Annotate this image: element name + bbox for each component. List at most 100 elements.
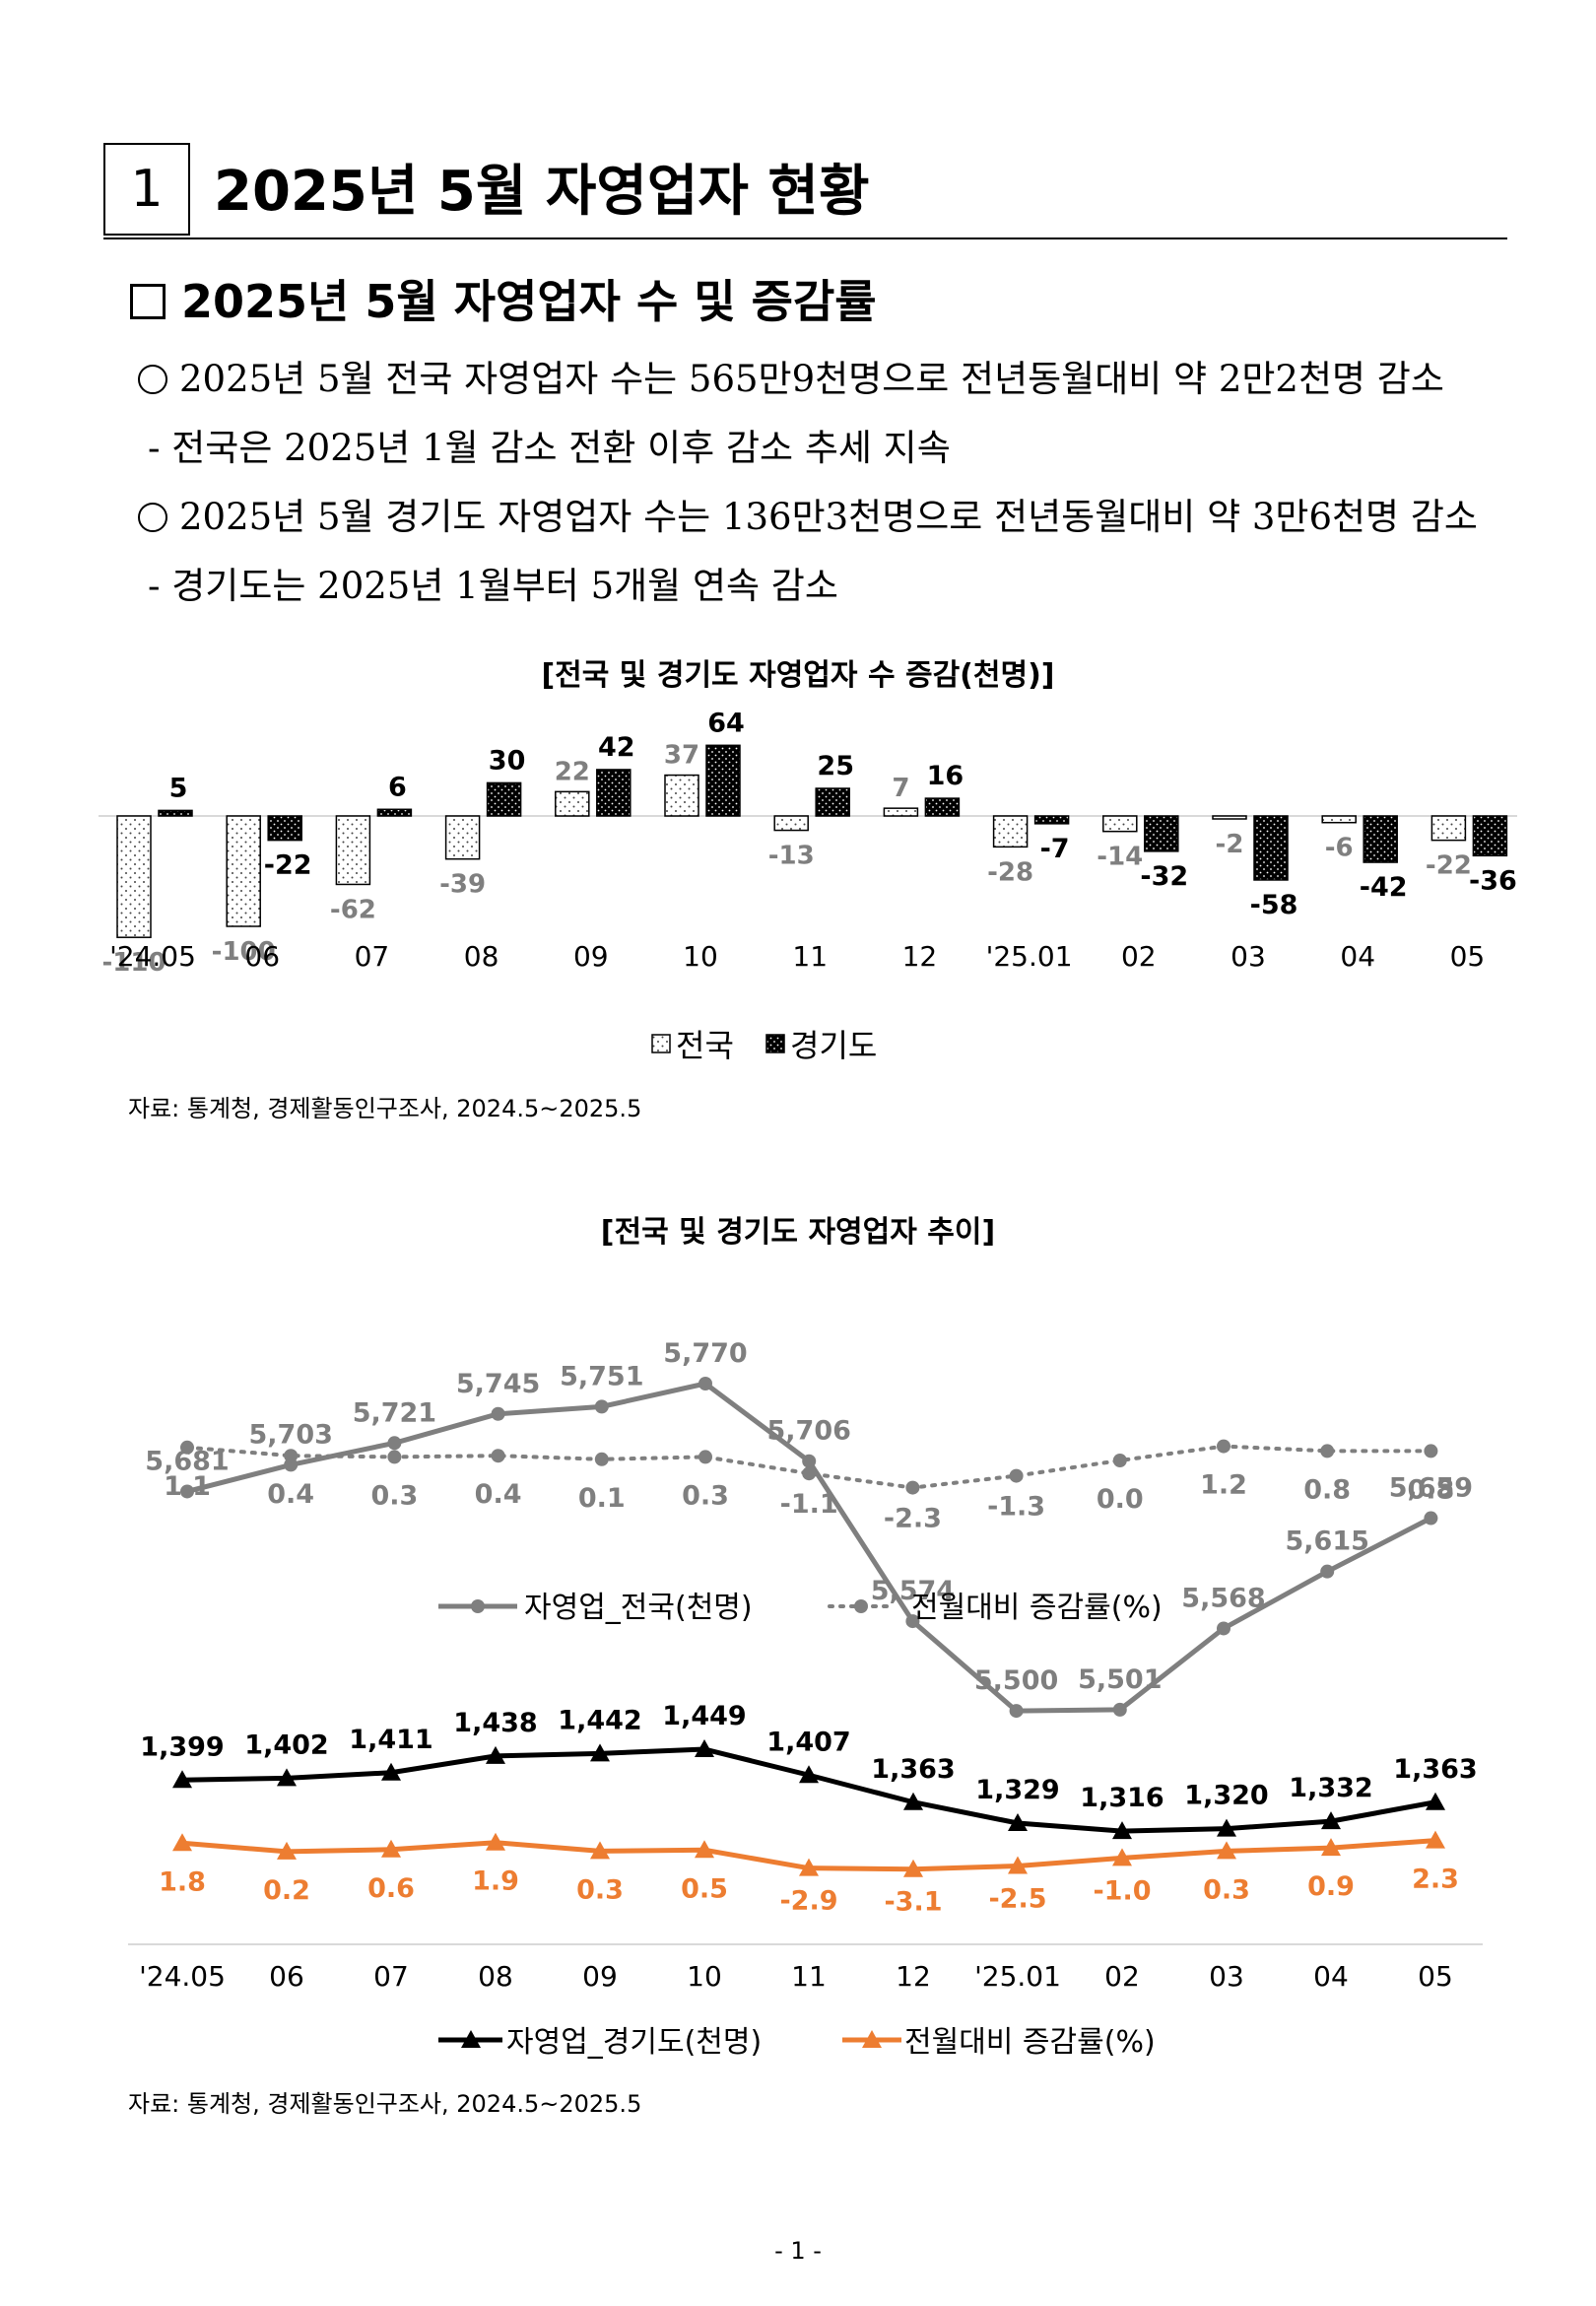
label-gyeonggi-rate-6: -2.9 <box>779 1886 837 1917</box>
point-gyeonggi-rate-9 <box>1112 1848 1132 1866</box>
legend-marker-national-rate <box>854 1599 868 1613</box>
point-national-rate-10 <box>1217 1439 1230 1454</box>
x-tick-label: 03 <box>1230 940 1266 973</box>
point-national-9 <box>1112 1702 1127 1717</box>
label-gyeonggi-12: 1,363 <box>1393 1754 1477 1785</box>
bar-gyeonggi-0 <box>158 809 193 817</box>
label-gyeonggi-3: 1,438 <box>453 1708 537 1738</box>
point-national-2 <box>387 1436 402 1451</box>
point-gyeonggi-rate-8 <box>1008 1856 1028 1874</box>
label-national-8: 5,500 <box>974 1665 1058 1696</box>
label-national-1: -100 <box>212 937 276 967</box>
bar-national-7 <box>883 807 919 817</box>
label-national-5: 37 <box>664 741 699 771</box>
point-gyeonggi-4 <box>590 1743 610 1762</box>
x-tick-label: 03 <box>1209 1960 1244 1993</box>
bar-national-2 <box>335 815 371 886</box>
label-gyeonggi-rate-5: 0.5 <box>681 1873 728 1904</box>
circle-bullet-icon <box>138 503 167 532</box>
label-gyeonggi-12: -36 <box>1469 865 1517 896</box>
section-title: 2025년 5월 자영업자 현황 <box>214 160 870 224</box>
label-national-11: 5,615 <box>1285 1526 1368 1557</box>
legend-swatch-gyeonggi <box>765 1034 785 1053</box>
point-gyeonggi-10 <box>1217 1818 1236 1837</box>
x-tick-label: 04 <box>1340 940 1375 973</box>
label-national-8: -28 <box>987 857 1033 887</box>
bar-gyeonggi-10 <box>1253 815 1289 881</box>
point-gyeonggi-rate-7 <box>903 1859 923 1877</box>
x-tick-label: '25.01 <box>986 940 1073 973</box>
chart1-source: 자료: 통계청, 경제활동인구조사, 2024.5~2025.5 <box>128 1095 642 1122</box>
bar-gyeonggi-11 <box>1363 815 1398 863</box>
label-national-3: -39 <box>439 870 486 900</box>
point-gyeonggi-9 <box>1112 1821 1132 1840</box>
paragraph-3: 2025년 5월 경기도 자영업자 수는 136만3천명으로 전년동월대비 약 … <box>138 493 1478 542</box>
label-gyeonggi-3: 30 <box>489 745 526 776</box>
label-gyeonggi-7: 1,363 <box>871 1754 955 1785</box>
square-bullet-icon <box>130 284 166 319</box>
subheading: 2025년 5월 자영업자 수 및 증감률 <box>130 266 877 331</box>
x-tick-label: 11 <box>791 1960 827 1993</box>
bar-national-0 <box>116 815 152 938</box>
point-gyeonggi-6 <box>799 1765 819 1784</box>
chart2-source: 자료: 통계청, 경제활동인구조사, 2024.5~2025.5 <box>128 2090 642 2118</box>
label-national-7: 5,574 <box>871 1576 955 1606</box>
label-gyeonggi-rate-3: 1.9 <box>472 1866 519 1897</box>
point-gyeonggi-rate-12 <box>1426 1830 1445 1849</box>
label-national-1: 5,703 <box>248 1419 332 1450</box>
x-tick-label: 07 <box>373 1960 409 1993</box>
label-gyeonggi-rate-2: 0.6 <box>367 1873 415 1904</box>
x-tick-label: 06 <box>269 1960 304 1993</box>
point-gyeonggi-8 <box>1008 1813 1028 1831</box>
point-national-rate-3 <box>491 1449 505 1463</box>
x-tick-label: '24.05 <box>139 1960 226 1993</box>
label-gyeonggi-4: 1,442 <box>558 1705 641 1735</box>
point-national-rate-2 <box>387 1450 402 1464</box>
label-gyeonggi-6: 1,407 <box>766 1727 850 1757</box>
point-national-8 <box>1009 1704 1024 1719</box>
label-gyeonggi-10: 1,320 <box>1184 1781 1268 1811</box>
point-gyeonggi-rate-0 <box>172 1833 192 1852</box>
point-national-rate-8 <box>1009 1468 1024 1483</box>
label-national-rate-9: 0.0 <box>1097 1484 1144 1515</box>
label-national-rate-8: -1.3 <box>987 1492 1045 1523</box>
label-gyeonggi-11: 1,332 <box>1289 1773 1372 1803</box>
x-tick-label: 09 <box>582 1960 618 1993</box>
point-national-4 <box>594 1399 609 1414</box>
x-tick-label: 09 <box>573 940 609 973</box>
bar-gyeonggi-9 <box>1144 815 1179 852</box>
point-gyeonggi-2 <box>381 1762 401 1781</box>
point-national-10 <box>1217 1621 1230 1636</box>
label-national-4: 22 <box>555 757 590 786</box>
x-tick-label: 10 <box>687 1960 722 1993</box>
x-tick-label: 02 <box>1104 1960 1140 1993</box>
label-gyeonggi-9: 1,316 <box>1080 1783 1164 1813</box>
bar-gyeonggi-3 <box>486 781 522 817</box>
point-gyeonggi-11 <box>1321 1811 1341 1830</box>
bar-national-1 <box>226 815 261 927</box>
label-national-rate-6: -1.1 <box>780 1489 838 1520</box>
point-national-12 <box>1424 1511 1438 1526</box>
subheading-text: 2025년 5월 자영업자 수 및 증감률 <box>181 275 877 328</box>
label-gyeonggi-rate-0: 1.8 <box>159 1866 206 1897</box>
chart2-title: [전국 및 경기도 자영업자 추이] <box>600 1215 996 1250</box>
point-national-5 <box>698 1377 712 1390</box>
label-national-10: 5,568 <box>1181 1583 1265 1613</box>
point-national-11 <box>1320 1564 1335 1579</box>
bar-gyeonggi-4 <box>596 769 632 817</box>
x-tick-label: 08 <box>464 940 499 973</box>
point-gyeonggi-7 <box>903 1792 923 1810</box>
label-national-4: 5,751 <box>560 1361 643 1391</box>
label-national-10: -2 <box>1216 830 1244 859</box>
section-header: 1 2025년 5월 자영업자 현황 <box>103 143 1507 239</box>
point-national-rate-0 <box>180 1440 194 1455</box>
point-gyeonggi-rate-2 <box>381 1839 401 1858</box>
label-gyeonggi-2: 6 <box>388 772 407 802</box>
paragraph-1: 2025년 5월 전국 자영업자 수는 565만9천명으로 전년동월대비 약 2… <box>138 355 1444 404</box>
label-national-3: 5,745 <box>456 1369 540 1399</box>
label-national-rate-5: 0.3 <box>682 1480 729 1511</box>
x-tick-label: 05 <box>1450 940 1486 973</box>
point-national-0 <box>180 1484 194 1499</box>
legend-label-national: 자영업_전국(천명) <box>524 1591 753 1625</box>
